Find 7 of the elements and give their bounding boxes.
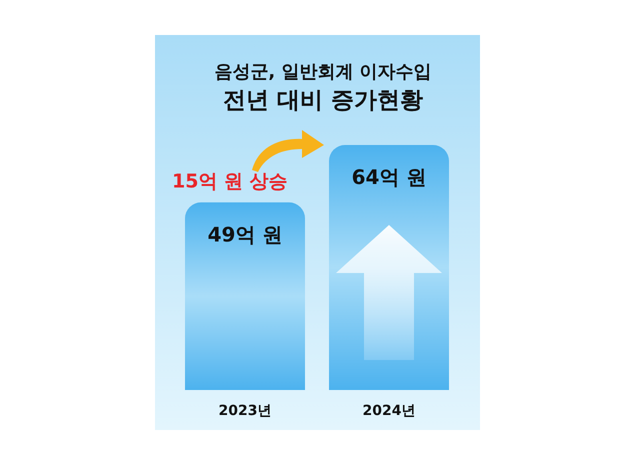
data-label: 64억 원 [352, 165, 426, 189]
x-tick-label: 2023년 [218, 403, 272, 419]
chart-subtitle: 전년 대비 증가현황 [222, 88, 424, 114]
data-label: 49억 원 [208, 222, 282, 246]
x-tick-label: 2024년 [362, 403, 416, 419]
chart-title: 음성군, 일반회계 이자수입 [214, 62, 432, 82]
annotation: 15억 원 상승 [172, 170, 288, 192]
